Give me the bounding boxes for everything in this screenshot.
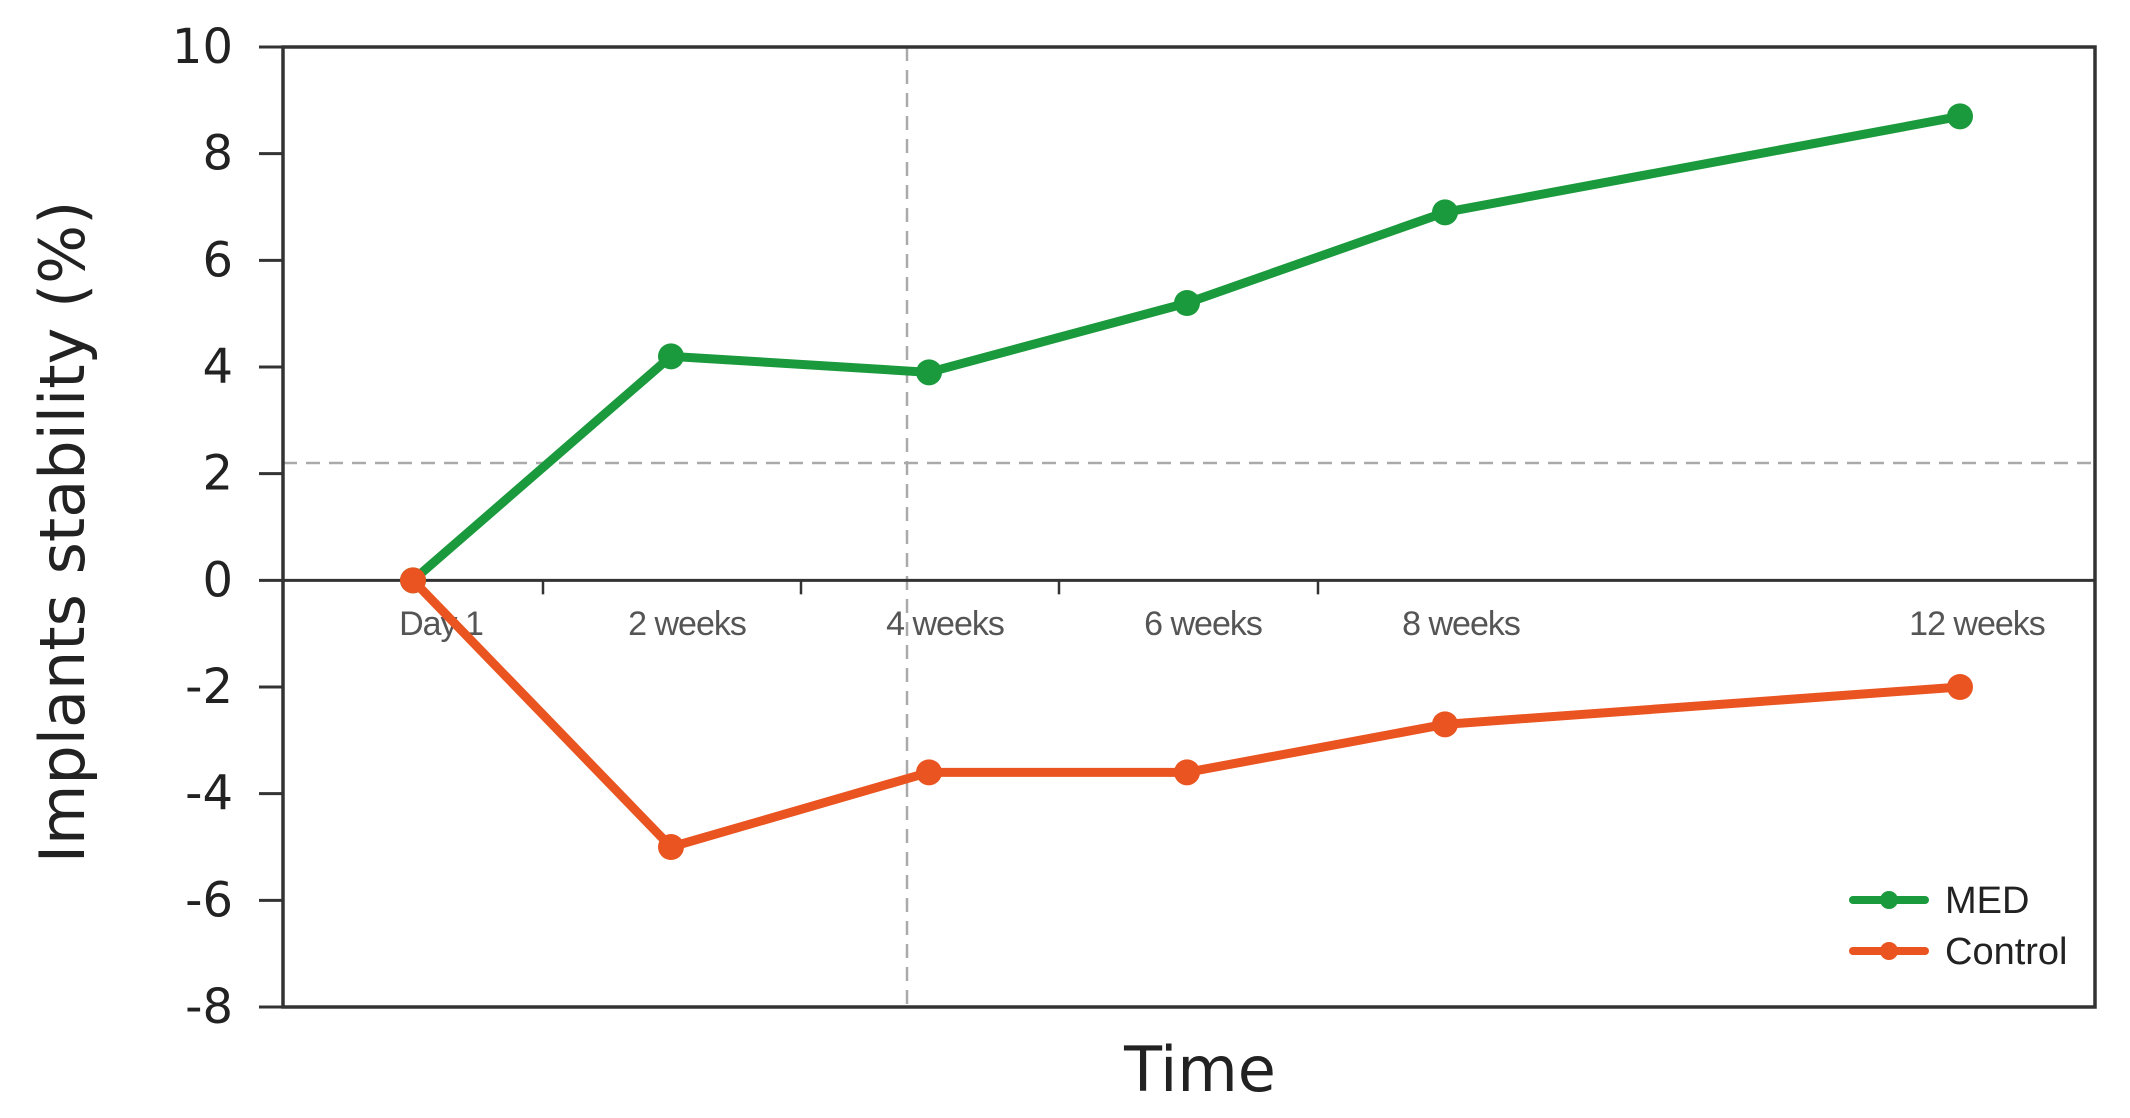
x-category-label: 4 weeks [886,605,1004,643]
legend-label: MED [1945,880,2029,922]
x-axis-title: Time [1123,1033,1276,1106]
legend-swatch-marker [1880,891,1898,909]
y-tick-label: 0 [202,552,233,608]
x-category-label: 6 weeks [1144,605,1262,643]
data-point-control [1174,759,1200,786]
data-point-control [658,834,684,860]
data-point-med [658,343,684,370]
legend-label: Control [1945,931,2068,973]
y-axis-title: Implants stability (%) [26,201,99,864]
x-category-label: 8 weeks [1402,605,1520,643]
x-category-label: 12 weeks [1909,605,2045,643]
data-point-med [1174,290,1200,316]
y-tick-label: -2 [185,659,233,715]
y-tick-label: 8 [202,126,233,182]
y-tick-label: 4 [202,339,233,395]
legend: MED Control [1849,880,2068,973]
plot-frame [281,45,2097,1009]
legend-swatch-marker [1880,942,1898,960]
y-tick-label: -6 [185,872,233,928]
series-line-med [408,111,1965,585]
data-point-control [400,567,426,594]
series-layer [400,103,1973,860]
data-point-med [916,359,942,386]
data-point-control [1432,711,1458,738]
data-point-control [916,759,942,786]
reference-lines [283,47,2095,1007]
data-point-med [1947,103,1973,130]
data-point-med [1432,199,1458,226]
x-category-label: 2 weeks [628,605,746,643]
y-tick-label: -4 [185,766,233,822]
series-line-control [408,575,1965,852]
y-tick-label: 2 [202,446,233,502]
y-tick-label: 6 [202,232,233,288]
y-tick-label: 10 [172,19,233,75]
data-point-control [1947,674,1973,700]
y-tick-label: -8 [185,979,233,1035]
